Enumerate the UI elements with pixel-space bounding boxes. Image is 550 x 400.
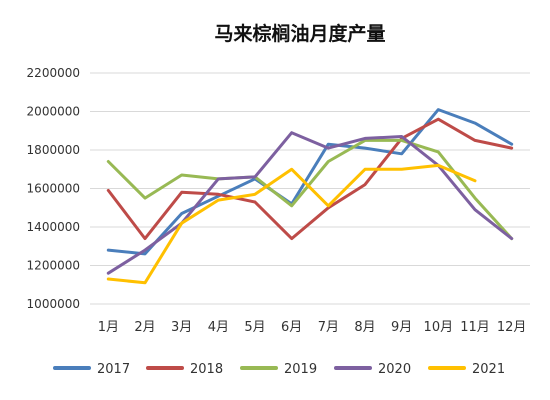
- legend-label-2020: 2020: [378, 362, 411, 377]
- y-tick-label: 2000000: [27, 105, 80, 119]
- y-tick-label: 1200000: [27, 259, 80, 273]
- series-line-2020: [106, 131, 514, 275]
- legend: 2017 2018 2019 2020 2021: [53, 362, 505, 377]
- legend-label-2019: 2019: [284, 362, 317, 377]
- legend-label-2017: 2017: [97, 362, 130, 377]
- x-tick-label: 9月: [391, 320, 412, 335]
- y-axis-tick-labels: 1000000 1200000 1400000 1600000 1800000 20000…: [27, 66, 80, 311]
- y-tick-label: 1000000: [27, 297, 80, 311]
- x-tick-label: 4月: [208, 320, 229, 335]
- x-tick-label: 6月: [281, 320, 302, 335]
- x-tick-label: 1月: [98, 320, 119, 335]
- x-tick-label: 8月: [354, 320, 375, 335]
- legend-label-2021: 2021: [472, 362, 505, 377]
- x-tick-label: 11月: [460, 320, 490, 335]
- x-tick-label: 3月: [171, 320, 192, 335]
- series-line-2017: [106, 108, 514, 256]
- series-lines: [106, 108, 514, 285]
- x-axis-tick-labels: 1月 2月 3月 4月 5月 6月 7月 8月 9月 10月 11月 12月: [98, 320, 527, 335]
- x-tick-label: 7月: [318, 320, 339, 335]
- series-line-2018: [106, 117, 514, 241]
- y-tick-label: 1400000: [27, 220, 80, 234]
- x-tick-label: 12月: [497, 320, 527, 335]
- x-tick-label: 10月: [424, 320, 454, 335]
- x-tick-label: 2月: [134, 320, 155, 335]
- series-line-2021: [106, 163, 477, 285]
- series-line-2019: [106, 138, 514, 241]
- chart-title: 马来棕榈油月度产量: [214, 22, 385, 45]
- y-tick-label: 1800000: [27, 143, 80, 157]
- legend-label-2018: 2018: [190, 362, 223, 377]
- x-tick-label: 5月: [244, 320, 265, 335]
- grid-lines: [90, 72, 530, 305]
- y-tick-label: 1600000: [27, 182, 80, 196]
- y-tick-label: 2200000: [27, 66, 80, 80]
